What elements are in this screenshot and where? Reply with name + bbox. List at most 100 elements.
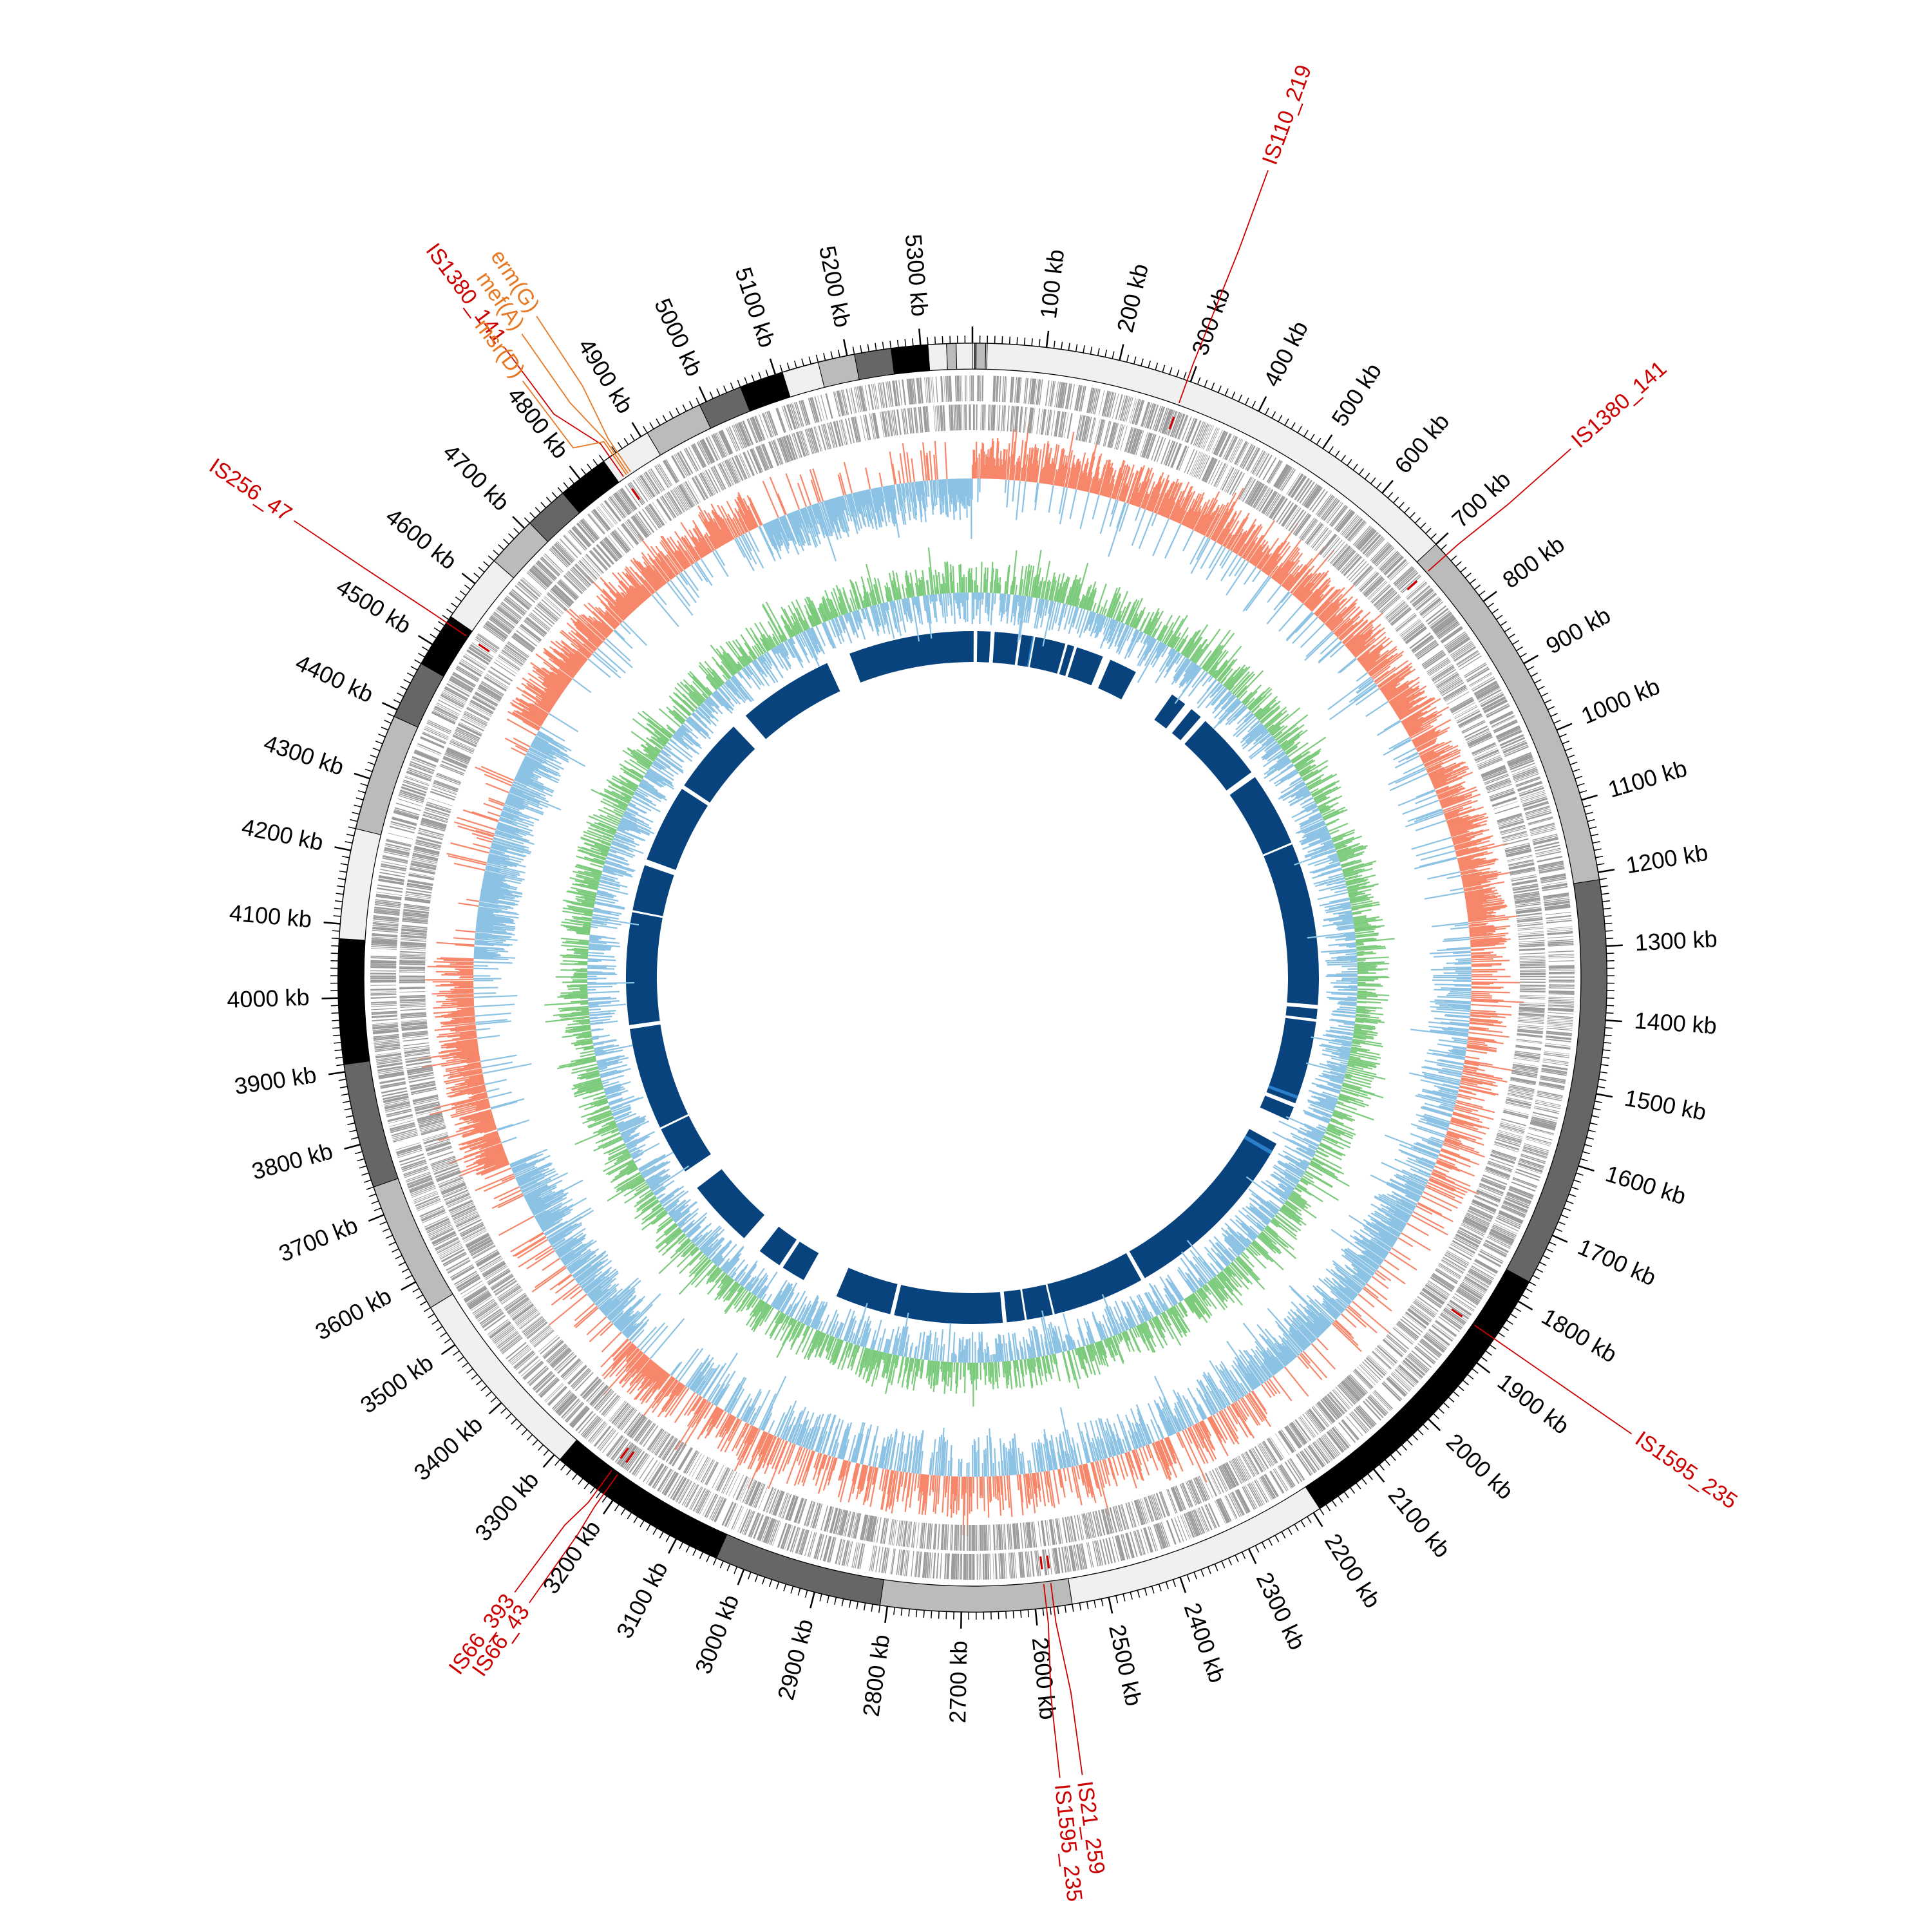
gc-content-bar — [1142, 1313, 1148, 1321]
gc-content-bar — [1116, 611, 1122, 621]
gc-content-bar — [1305, 1062, 1346, 1074]
gc-content-bar — [1258, 700, 1281, 721]
gc-content-bar — [1063, 1341, 1067, 1352]
homology-block — [1047, 1253, 1142, 1314]
gc-content-bar — [1340, 1090, 1359, 1097]
gc-content-bar — [1029, 1358, 1033, 1373]
gc-skew-bar — [1430, 1175, 1468, 1193]
gc-content-bar — [1151, 1318, 1163, 1338]
gc-content-bar — [1057, 1326, 1066, 1352]
gc-content-bar — [573, 990, 588, 993]
gc-content-bar — [1018, 595, 1023, 625]
gc-content-bar — [1341, 863, 1365, 871]
gc-content-bar — [1336, 957, 1358, 960]
gc-content-bar — [1343, 1023, 1355, 1026]
gc-content-bar — [1351, 904, 1380, 911]
gc-content-bar — [1331, 1052, 1350, 1058]
gc-content-bar — [1103, 618, 1111, 635]
gc-content-bar — [583, 923, 591, 926]
gc-content-bar — [1133, 1300, 1145, 1323]
gc-content-bar — [1203, 1285, 1211, 1296]
gc-content-bar — [1302, 791, 1311, 797]
homology-ring-track — [625, 631, 1319, 1324]
gc-content-bar — [1329, 904, 1351, 910]
gc-content-bar — [1297, 1183, 1308, 1191]
gc-content-bar — [1302, 800, 1316, 809]
gc-content-bar — [1162, 644, 1168, 652]
gc-content-bar — [1076, 1318, 1086, 1346]
gc-skew-bar — [1338, 658, 1357, 674]
gc-content-bar — [1055, 589, 1060, 602]
gc-content-bar — [1136, 1295, 1150, 1320]
gc-content-bar — [1041, 1356, 1048, 1382]
gc-content-bar — [1144, 1321, 1150, 1328]
gc-content-bar — [1185, 1297, 1201, 1320]
gc-content-bar — [1319, 805, 1329, 811]
gc-content-bar — [1202, 649, 1218, 670]
gc-content-bar — [1053, 1354, 1061, 1381]
gc-content-bar — [1332, 1114, 1343, 1120]
gc-content-bar — [1343, 872, 1359, 878]
gc-content-bar — [1327, 1063, 1347, 1070]
gc-content-bar — [1166, 650, 1178, 668]
gc-content-bar — [1059, 582, 1065, 603]
gc-content-bar — [1197, 679, 1218, 705]
gc-content-bar — [1199, 1287, 1208, 1299]
gc-content-bar — [1142, 1311, 1148, 1321]
gc-skew-bar — [1356, 672, 1368, 682]
gc-content-bar — [580, 1050, 595, 1055]
gc-skew-bar — [1471, 960, 1510, 963]
gc-content-bar — [1184, 1298, 1195, 1314]
gc-content-bar — [1063, 1344, 1066, 1352]
gc-content-bar — [1003, 1361, 1006, 1374]
gc-skew-bar — [1316, 1338, 1329, 1350]
gc-content-bar — [1310, 788, 1319, 794]
gc-content-bar — [592, 1037, 599, 1041]
gc-content-bar — [1357, 998, 1388, 1001]
gc-content-bar — [1320, 1142, 1332, 1150]
gc-content-bar — [1178, 1302, 1188, 1317]
gc-skew-bar — [1406, 1222, 1429, 1236]
gc-content-bar — [1341, 860, 1362, 868]
gc-content-bar — [1329, 934, 1356, 939]
homology-block — [972, 631, 974, 663]
gc-content-bar — [1027, 1343, 1032, 1359]
gc-content-bar — [965, 1339, 967, 1363]
gc-content-bar — [1249, 1226, 1260, 1235]
gc-content-bar — [1139, 632, 1144, 639]
gc-content-bar — [1312, 864, 1341, 874]
gc-content-bar — [1274, 1215, 1294, 1231]
gc-content-bar — [1024, 564, 1030, 596]
gc-content-bar — [580, 1003, 589, 1005]
gc-content-bar — [1261, 736, 1274, 746]
gc-content-bar — [1032, 575, 1037, 598]
gc-content-bar — [1194, 1291, 1213, 1316]
gc-content-bar — [1120, 1316, 1128, 1331]
gc-content-bar — [1244, 714, 1255, 723]
gc-content-bar — [1327, 1104, 1336, 1108]
gc-content-bar — [1078, 1347, 1089, 1378]
gc-content-bar — [1312, 1157, 1340, 1173]
gc-content-bar — [1278, 1162, 1303, 1178]
gc-content-bar — [1329, 897, 1350, 904]
gc-content-bar — [743, 667, 761, 690]
gc-content-bar — [1264, 741, 1278, 752]
gc-skew-bar — [1430, 968, 1472, 971]
gc-content-bar — [1318, 1099, 1336, 1106]
gc-content-bar — [587, 965, 616, 967]
gc-content-bar — [1066, 587, 1072, 605]
gc-content-bar — [1349, 893, 1371, 900]
gc-content-bar — [1265, 1226, 1278, 1238]
gc-skew-bar — [1300, 623, 1325, 649]
gc-skew-bar — [1299, 1354, 1323, 1381]
gc-content-bar — [1075, 608, 1083, 629]
homology-block — [1260, 1095, 1294, 1121]
gc-content-bar — [1231, 1262, 1245, 1278]
gc-content-bar — [1217, 1253, 1229, 1266]
gc-skew-bar — [1335, 1319, 1352, 1336]
gc-content-bar — [1352, 1039, 1366, 1044]
gc-content-bar — [1189, 1295, 1195, 1303]
gc-skew-bar — [1138, 512, 1154, 549]
gc-content-bar — [1270, 725, 1281, 735]
gc-content-bar — [1140, 633, 1146, 643]
